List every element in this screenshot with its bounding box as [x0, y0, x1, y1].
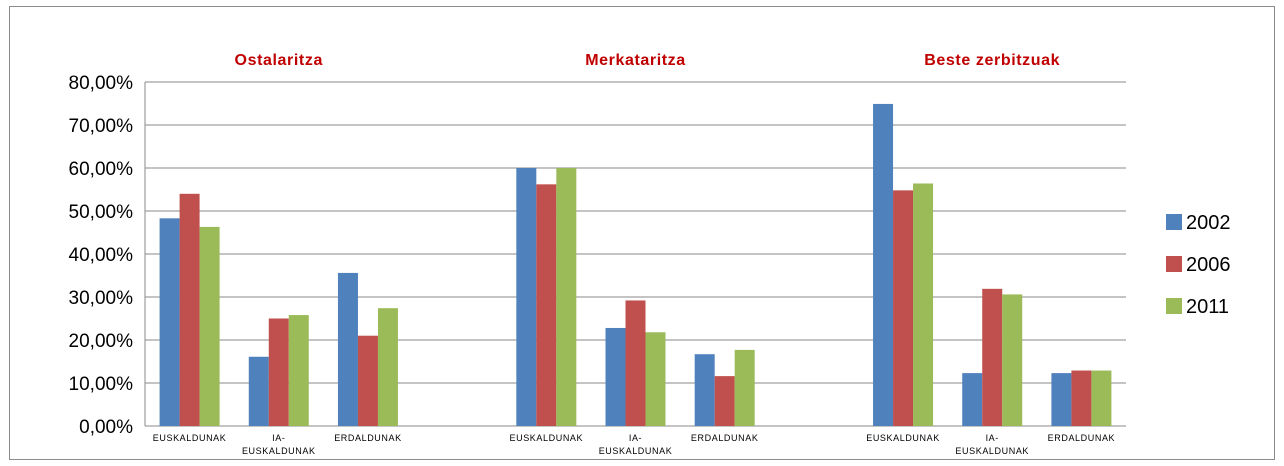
bar-2011-group2-cat2	[645, 332, 666, 426]
group-title: Beste zerbitzuak	[924, 52, 1060, 69]
bar-2002-group3-cat1	[873, 103, 894, 427]
x-category-label: EUSKALDUNAK	[510, 433, 584, 443]
bar-2011-group1-cat2	[288, 315, 309, 426]
bar-2006-group2-cat1	[536, 184, 557, 426]
y-tick-label: 10,00%	[69, 374, 134, 395]
legend-label: 2011	[1186, 296, 1229, 318]
x-category-label: IA-	[986, 433, 999, 443]
bar-2011-group3-cat2	[1002, 294, 1023, 426]
x-category-label: IA-	[629, 433, 642, 443]
y-tick-label: 60,00%	[69, 159, 134, 180]
x-category-label: EUSKALDUNAK	[153, 433, 227, 443]
y-tick-label: 80,00%	[69, 73, 134, 94]
x-category-label: EUSKALDUNAK	[599, 446, 673, 456]
bar-2002-group2-cat1	[516, 168, 537, 426]
bar-2002-group2-cat3	[694, 354, 715, 426]
legend-swatch-2002	[1166, 214, 1182, 230]
bar-2006-group3-cat3	[1071, 370, 1092, 426]
bar-2006-group2-cat2	[625, 300, 646, 426]
bar-2006-group1-cat1	[179, 193, 200, 426]
legend-label: 2006	[1186, 254, 1231, 276]
bar-2002-group1-cat2	[248, 356, 269, 426]
bar-2011-group2-cat1	[556, 168, 577, 426]
bar-2006-group1-cat3	[357, 335, 378, 426]
x-category-label: EUSKALDUNAK	[866, 433, 940, 443]
x-category-label: EUSKALDUNAK	[242, 446, 316, 456]
bar-2002-group2-cat2	[605, 327, 626, 426]
bar-2011-group2-cat3	[734, 349, 755, 426]
x-category-label: ERDALDUNAK	[1048, 433, 1116, 443]
y-tick-label: 70,00%	[69, 116, 134, 137]
bar-2011-group3-cat3	[1091, 370, 1112, 426]
y-tick-label: 0,00%	[79, 417, 133, 438]
legend-swatch-2006	[1166, 256, 1182, 272]
group-title: Ostalaritza	[235, 52, 323, 69]
x-category-label: ERDALDUNAK	[334, 433, 402, 443]
bar-2006-group3-cat2	[982, 288, 1003, 426]
bar-2002-group3-cat2	[962, 373, 983, 426]
bar-2002-group3-cat3	[1051, 373, 1072, 426]
y-tick-label: 50,00%	[69, 202, 134, 223]
bar-2011-group3-cat1	[913, 183, 934, 426]
legend-swatch-2011	[1166, 298, 1182, 314]
bar-2006-group1-cat2	[268, 318, 289, 426]
bar-2002-group1-cat1	[159, 218, 180, 426]
y-tick-label: 20,00%	[69, 331, 134, 352]
group-title: Merkataritza	[585, 52, 686, 69]
x-category-label: ERDALDUNAK	[691, 433, 759, 443]
x-category-label: IA-	[272, 433, 285, 443]
bar-2011-group1-cat3	[377, 308, 398, 426]
x-category-label: EUSKALDUNAK	[955, 446, 1029, 456]
bar-2011-group1-cat1	[199, 226, 220, 426]
y-tick-label: 40,00%	[69, 245, 134, 266]
bar-2006-group2-cat3	[714, 376, 735, 426]
y-tick-label: 30,00%	[69, 288, 134, 309]
bar-2002-group1-cat3	[337, 272, 358, 426]
legend-label: 2002	[1186, 212, 1231, 234]
bar-2006-group3-cat1	[893, 190, 914, 426]
